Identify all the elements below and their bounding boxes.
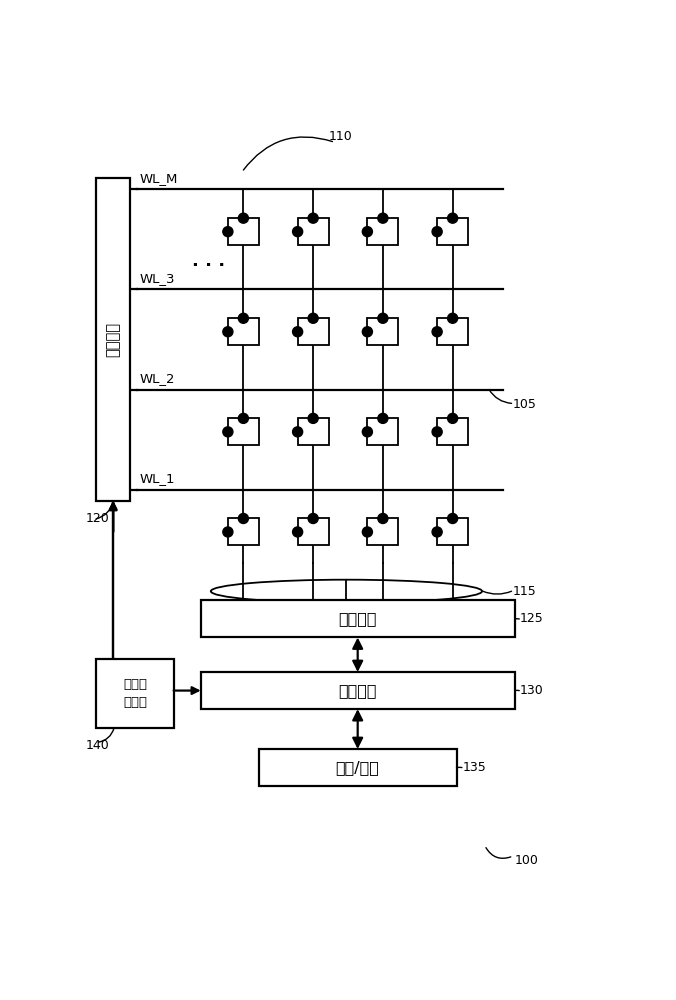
- Circle shape: [378, 513, 388, 523]
- Text: 130: 130: [520, 684, 544, 697]
- Circle shape: [223, 327, 233, 337]
- Text: WL_3: WL_3: [139, 272, 175, 285]
- Circle shape: [378, 213, 388, 223]
- Circle shape: [293, 527, 303, 537]
- Circle shape: [378, 413, 388, 423]
- Circle shape: [448, 413, 458, 423]
- Text: 105: 105: [512, 398, 536, 411]
- Circle shape: [362, 227, 372, 237]
- Circle shape: [308, 313, 318, 323]
- Text: 120: 120: [86, 512, 110, 525]
- Text: WL_2: WL_2: [139, 372, 175, 385]
- Text: WL_1: WL_1: [139, 472, 175, 485]
- Circle shape: [223, 427, 233, 437]
- Ellipse shape: [211, 580, 482, 603]
- Circle shape: [308, 513, 318, 523]
- Bar: [297, 518, 329, 545]
- Text: 100: 100: [514, 854, 539, 867]
- Circle shape: [432, 227, 442, 237]
- Circle shape: [239, 213, 248, 223]
- Bar: [367, 318, 398, 345]
- Circle shape: [223, 527, 233, 537]
- Circle shape: [362, 327, 372, 337]
- Text: DL_2: DL_2: [270, 617, 302, 630]
- Circle shape: [362, 527, 372, 537]
- Bar: [367, 418, 398, 445]
- Text: 125: 125: [520, 612, 544, 625]
- Text: 115: 115: [512, 585, 536, 598]
- Bar: [437, 318, 468, 345]
- Bar: [297, 418, 329, 445]
- Text: 110: 110: [329, 130, 352, 143]
- Circle shape: [308, 413, 318, 423]
- Bar: [259, 749, 456, 786]
- Circle shape: [308, 213, 318, 223]
- Circle shape: [432, 527, 442, 537]
- Bar: [96, 659, 174, 728]
- Circle shape: [293, 227, 303, 237]
- Bar: [228, 218, 259, 245]
- Bar: [201, 600, 514, 637]
- Bar: [228, 318, 259, 345]
- Text: WL_M: WL_M: [139, 172, 178, 185]
- Text: 140: 140: [86, 739, 110, 752]
- Text: 135: 135: [462, 761, 487, 774]
- Circle shape: [378, 313, 388, 323]
- Bar: [96, 178, 130, 501]
- Bar: [437, 218, 468, 245]
- Text: 列解码器: 列解码器: [339, 683, 377, 698]
- Bar: [297, 318, 329, 345]
- Circle shape: [293, 327, 303, 337]
- Text: DL_3: DL_3: [338, 617, 370, 630]
- Circle shape: [432, 327, 442, 337]
- Text: DL_N: DL_N: [446, 617, 479, 630]
- Bar: [437, 418, 468, 445]
- Text: · · ·: · · ·: [192, 257, 225, 275]
- Bar: [228, 518, 259, 545]
- Text: 感测组件: 感测组件: [339, 611, 377, 626]
- Bar: [367, 518, 398, 545]
- Circle shape: [432, 427, 442, 437]
- Bar: [228, 418, 259, 445]
- Bar: [367, 218, 398, 245]
- Circle shape: [362, 427, 372, 437]
- Circle shape: [223, 227, 233, 237]
- Text: ···: ···: [402, 617, 414, 630]
- Circle shape: [448, 513, 458, 523]
- Circle shape: [239, 413, 248, 423]
- Bar: [297, 218, 329, 245]
- Circle shape: [448, 313, 458, 323]
- Circle shape: [448, 213, 458, 223]
- Bar: [201, 672, 514, 709]
- Text: DL_1: DL_1: [201, 617, 234, 630]
- Circle shape: [293, 427, 303, 437]
- Text: 行解码器: 行解码器: [105, 322, 121, 357]
- Circle shape: [239, 513, 248, 523]
- Text: 输入/输出: 输入/输出: [336, 760, 380, 775]
- Circle shape: [239, 313, 248, 323]
- Bar: [437, 518, 468, 545]
- Text: 存储器
控制器: 存储器 控制器: [123, 678, 147, 709]
